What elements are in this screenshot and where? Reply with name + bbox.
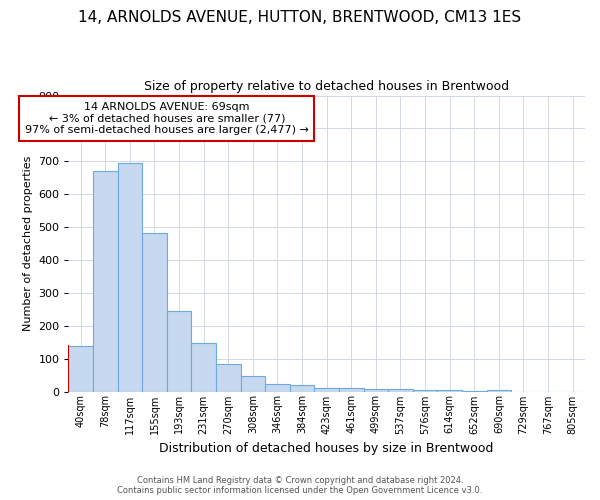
Bar [265, 384, 290, 392]
Bar [314, 388, 339, 392]
Text: 14, ARNOLDS AVENUE, HUTTON, BRENTWOOD, CM13 1ES: 14, ARNOLDS AVENUE, HUTTON, BRENTWOOD, C… [79, 10, 521, 25]
Bar [437, 390, 462, 392]
Text: Contains HM Land Registry data © Crown copyright and database right 2024.
Contai: Contains HM Land Registry data © Crown c… [118, 476, 482, 495]
Bar [388, 389, 413, 392]
Bar [93, 171, 118, 392]
Bar [118, 163, 142, 392]
Text: 14 ARNOLDS AVENUE: 69sqm
← 3% of detached houses are smaller (77)
97% of semi-de: 14 ARNOLDS AVENUE: 69sqm ← 3% of detache… [25, 102, 309, 135]
Bar [191, 343, 216, 392]
Title: Size of property relative to detached houses in Brentwood: Size of property relative to detached ho… [144, 80, 509, 93]
Bar [290, 386, 314, 392]
Bar [339, 388, 364, 392]
Bar [142, 232, 167, 392]
X-axis label: Distribution of detached houses by size in Brentwood: Distribution of detached houses by size … [160, 442, 494, 455]
Bar [216, 364, 241, 392]
Y-axis label: Number of detached properties: Number of detached properties [23, 156, 32, 331]
Bar [241, 376, 265, 392]
Bar [413, 390, 437, 392]
Bar [364, 389, 388, 392]
Bar [167, 311, 191, 392]
Bar [68, 346, 93, 392]
Bar [487, 390, 511, 392]
